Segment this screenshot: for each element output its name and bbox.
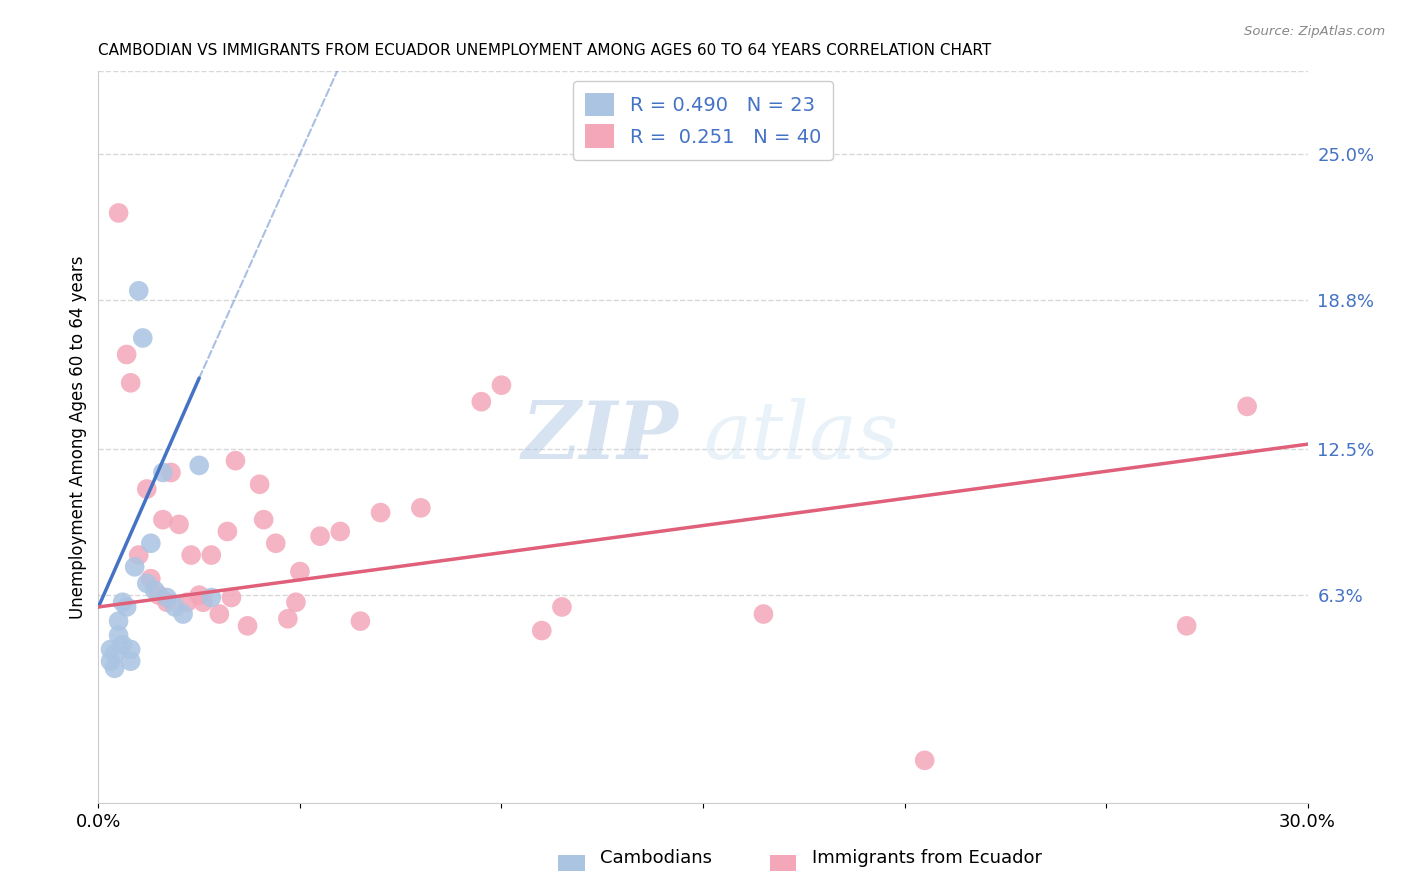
Point [135,482,157,496]
Point [139,572,162,586]
Point [176,595,198,609]
Point [221,591,243,605]
Point [172,607,194,621]
Text: atlas: atlas [703,399,898,475]
Point [409,500,432,515]
Point [111,595,134,609]
Point [156,595,179,609]
Point [200,591,222,605]
Point [120,654,142,668]
Point [103,647,125,661]
Point [530,624,553,638]
Point [329,524,352,539]
Point [188,588,211,602]
Point [284,595,307,609]
Point [253,513,276,527]
Point [148,588,170,602]
Point [309,529,332,543]
Point [163,599,186,614]
Point [139,536,162,550]
FancyBboxPatch shape [769,855,796,871]
Point [914,753,936,767]
Point [370,506,392,520]
Point [224,453,246,467]
Point [249,477,271,491]
Point [1175,619,1198,633]
Point [208,607,231,621]
Point [128,284,150,298]
Point [188,458,211,473]
Point [217,524,239,539]
Point [349,614,371,628]
Point [470,394,492,409]
Point [143,583,166,598]
Point [115,599,138,614]
Point [107,628,129,642]
Point [103,661,125,675]
FancyBboxPatch shape [558,855,585,871]
Point [128,548,150,562]
Point [1236,400,1258,414]
Text: ZIP: ZIP [522,399,679,475]
Point [107,614,129,628]
Point [111,638,134,652]
Point [193,595,215,609]
Point [100,642,122,657]
Point [100,654,122,668]
Point [288,565,311,579]
Point [180,548,202,562]
Point [156,591,179,605]
Point [115,347,138,361]
Point [135,576,157,591]
Point [152,513,174,527]
Legend: R = 0.490   N = 23, R =  0.251   N = 40: R = 0.490 N = 23, R = 0.251 N = 40 [574,81,832,160]
Y-axis label: Unemployment Among Ages 60 to 64 years: Unemployment Among Ages 60 to 64 years [69,255,87,619]
Point [752,607,775,621]
Point [551,599,574,614]
Point [160,466,183,480]
Point [132,331,155,345]
Point [124,559,146,574]
Point [120,642,142,657]
Point [277,612,299,626]
Point [152,466,174,480]
Point [264,536,287,550]
Text: Cambodians: Cambodians [600,848,713,867]
Point [120,376,142,390]
Point [107,206,129,220]
Point [200,548,222,562]
Point [167,517,190,532]
Text: Source: ZipAtlas.com: Source: ZipAtlas.com [1244,25,1385,38]
Point [236,619,259,633]
Point [491,378,513,392]
Text: Immigrants from Ecuador: Immigrants from Ecuador [811,848,1042,867]
Text: CAMBODIAN VS IMMIGRANTS FROM ECUADOR UNEMPLOYMENT AMONG AGES 60 TO 64 YEARS CORR: CAMBODIAN VS IMMIGRANTS FROM ECUADOR UNE… [98,43,991,58]
